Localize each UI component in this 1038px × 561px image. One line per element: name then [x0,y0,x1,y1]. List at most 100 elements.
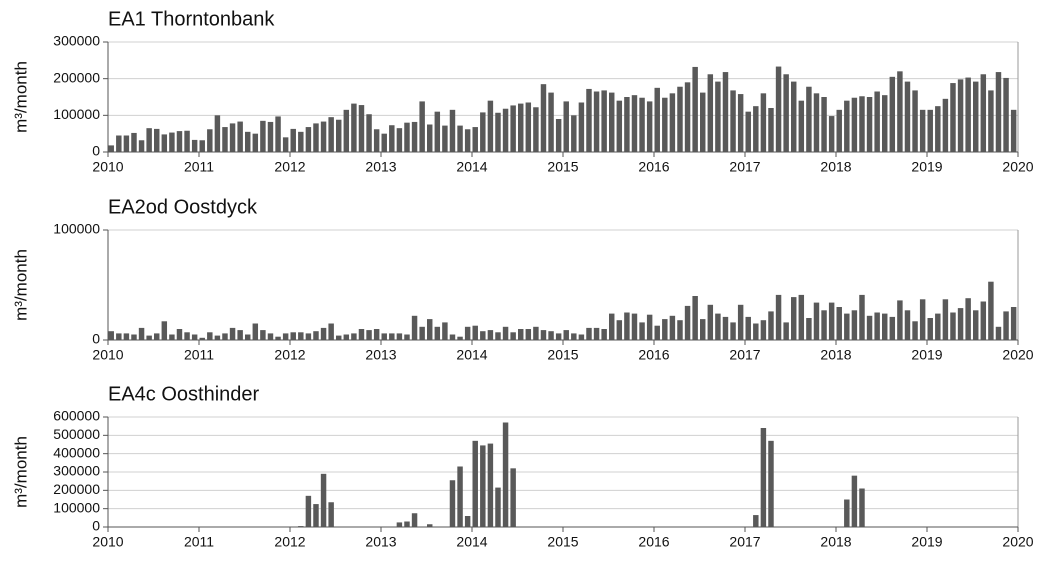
bar [737,94,744,152]
bar [396,522,403,527]
bar [950,83,956,152]
bar [320,121,327,152]
bar [207,332,213,340]
bar [548,331,554,340]
y-tick-label: 500000 [53,426,100,442]
bar [844,313,850,340]
panel-title: EA4c Oosthinder [108,383,260,405]
bar [844,499,850,527]
x-tick-label: 2010 [92,534,123,550]
bar [199,337,205,340]
bar [783,322,789,340]
bar [328,117,334,152]
bar [631,95,638,152]
bar [593,91,600,152]
bar [229,327,236,340]
bar [396,333,403,340]
bar [419,326,425,340]
bar [184,130,190,152]
bar [229,123,236,152]
bar [677,86,683,152]
y-axis-label: m³/month [11,61,30,133]
bar [434,326,441,340]
bar [510,468,516,527]
bar [282,333,289,340]
bar [176,131,183,152]
bar [191,139,198,152]
bar [821,97,827,152]
bar [646,314,653,340]
x-tick-label: 2013 [365,534,396,550]
bar [366,114,372,152]
bar [555,333,562,340]
bar [745,316,751,340]
bar [912,90,918,152]
bar [669,315,676,340]
bar [851,97,858,152]
bar [290,128,296,152]
bar [859,96,865,152]
bar [1010,307,1017,340]
bar [305,127,312,152]
x-tick-label: 2017 [729,159,760,175]
bar [464,516,471,527]
bar [866,315,873,340]
bar [252,133,259,152]
bar [351,333,357,340]
bar [593,327,600,340]
bar [427,319,433,340]
bar [480,331,486,340]
bar [146,335,152,340]
bar [851,310,858,340]
bar [207,129,213,152]
bar [358,105,365,152]
x-tick-label: 2017 [729,347,760,363]
bar [464,326,471,340]
y-tick-label: 100000 [53,499,100,515]
bar [222,127,228,152]
bar [745,111,751,152]
bar [343,334,350,340]
bar [791,297,797,340]
bar [639,322,645,340]
x-tick-label: 2015 [547,347,578,363]
bar [275,336,281,340]
bar [760,320,767,340]
bar [973,81,979,152]
bar [404,334,410,340]
bar [730,90,736,152]
y-tick-label: 200000 [53,481,100,497]
x-tick-label: 2011 [184,534,214,550]
bar [267,121,274,152]
bar [707,304,714,340]
bar [267,333,274,340]
x-tick-label: 2014 [456,159,487,175]
bar [442,322,448,340]
bar [798,100,805,152]
x-tick-label: 2015 [547,159,578,175]
bar [313,331,319,340]
bar [692,296,698,340]
bar [904,310,911,340]
bar [184,332,190,340]
bar [965,298,971,340]
bar [927,109,933,152]
bar [191,334,198,340]
bar [480,112,486,152]
bar [791,81,797,152]
bar [381,333,387,340]
x-tick-label: 2010 [92,159,123,175]
y-tick-label: 600000 [53,408,100,424]
bar [897,71,903,152]
bar [336,335,342,340]
bar [298,332,304,340]
bar [965,77,971,152]
bar [336,119,342,152]
y-tick-label: 100000 [53,221,100,237]
bar [525,102,532,152]
x-tick-label: 2020 [1002,347,1033,363]
bar [533,107,539,152]
bar [389,333,395,340]
bar [639,97,645,152]
